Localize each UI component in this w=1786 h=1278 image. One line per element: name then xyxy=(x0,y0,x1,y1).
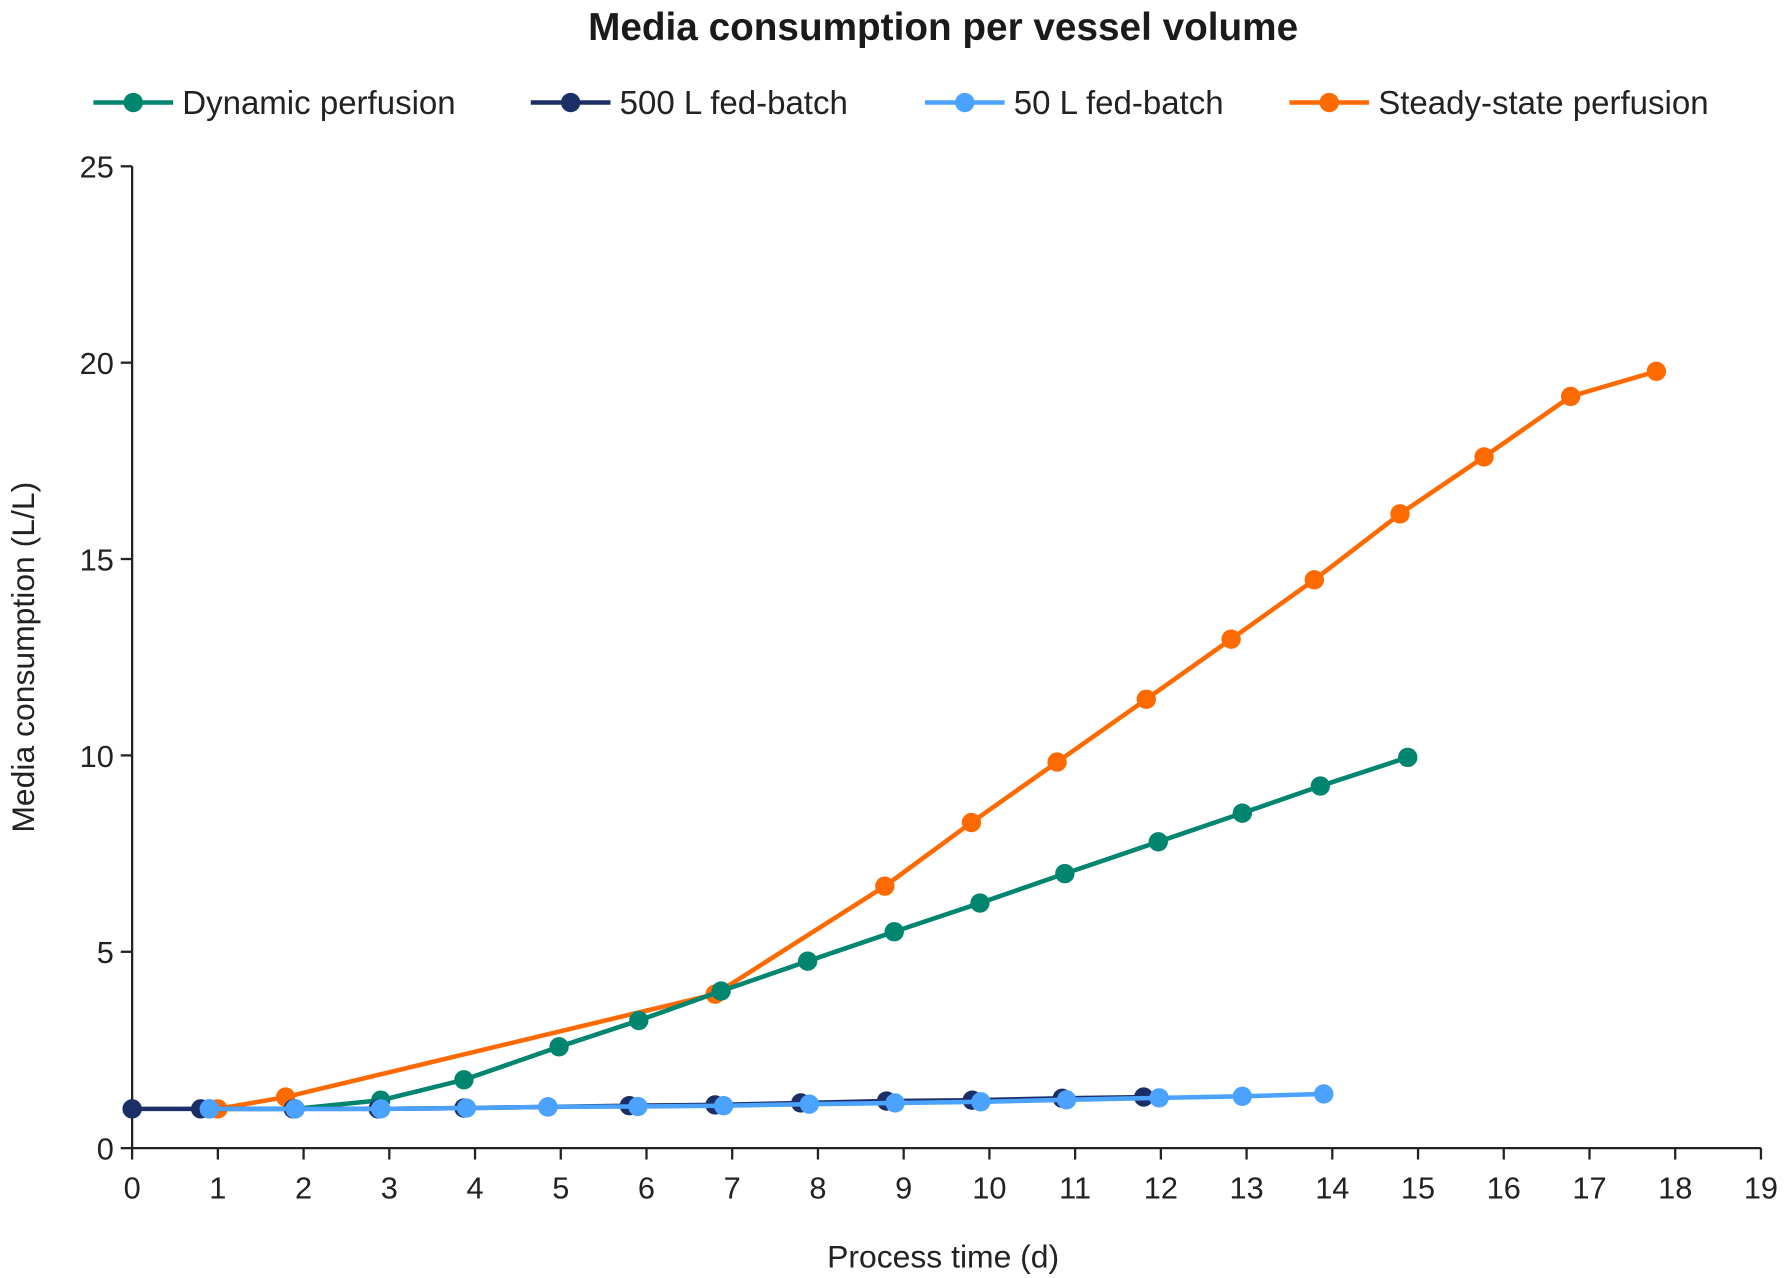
data-point xyxy=(1221,629,1241,649)
data-point xyxy=(628,1096,648,1117)
series-50-l-fed-batch xyxy=(199,1084,1334,1119)
x-tick-label: 16 xyxy=(1487,1170,1521,1205)
data-point xyxy=(1390,504,1410,524)
legend-item: Steady-state perfusion xyxy=(1289,84,1709,121)
data-point xyxy=(1149,1088,1169,1108)
data-point xyxy=(797,951,818,971)
x-tick-label: 3 xyxy=(381,1170,398,1205)
data-point xyxy=(122,1099,142,1119)
data-point xyxy=(1560,386,1581,407)
data-point xyxy=(456,1098,477,1118)
data-point xyxy=(1314,1084,1334,1104)
x-axis-label: Process time (d) xyxy=(827,1239,1059,1275)
data-point xyxy=(1304,570,1324,590)
x-tick-label: 1 xyxy=(209,1170,226,1205)
legend-marker xyxy=(123,92,143,113)
x-tick-label: 19 xyxy=(1744,1170,1778,1205)
y-tick-label: 10 xyxy=(80,739,114,774)
data-point xyxy=(1136,689,1156,709)
y-tick-label: 15 xyxy=(80,542,114,577)
data-point xyxy=(199,1099,219,1119)
data-point xyxy=(454,1070,474,1090)
data-point xyxy=(1398,747,1418,768)
legend-label: Dynamic perfusion xyxy=(182,84,455,121)
data-point xyxy=(629,1010,649,1031)
data-point xyxy=(884,922,904,942)
x-tick-label: 9 xyxy=(895,1170,912,1205)
data-point xyxy=(1055,863,1075,884)
series-line xyxy=(217,369,1657,1112)
legend-marker xyxy=(560,92,581,113)
data-point xyxy=(1232,1086,1252,1106)
x-tick-label: 13 xyxy=(1229,1170,1263,1205)
data-point xyxy=(371,1099,391,1119)
data-point xyxy=(1047,752,1067,772)
data-point xyxy=(713,1096,734,1116)
legend: Dynamic perfusion 500 L fed-batch 50 L fed… xyxy=(93,84,1709,121)
data-point xyxy=(1148,832,1168,852)
data-point xyxy=(285,1099,305,1119)
x-tick-label: 6 xyxy=(638,1170,655,1205)
y-tick-label: 0 xyxy=(97,1132,114,1167)
legend-label: Steady-state perfusion xyxy=(1378,84,1708,121)
legend-item: Dynamic perfusion xyxy=(93,84,456,121)
x-tick-label: 11 xyxy=(1059,1170,1091,1205)
legend-marker xyxy=(955,92,975,113)
data-point xyxy=(875,876,895,896)
data-point xyxy=(1056,1090,1077,1110)
x-tick-label: 18 xyxy=(1658,1170,1692,1205)
x-tick-label: 4 xyxy=(466,1170,483,1205)
chart-title: Media consumption per vessel volume xyxy=(588,6,1298,49)
data-point xyxy=(1310,776,1330,796)
data-point xyxy=(1646,361,1667,381)
x-tick-label: 17 xyxy=(1572,1170,1606,1205)
series-line xyxy=(209,1091,1324,1112)
x-tick-label: 10 xyxy=(972,1170,1006,1205)
data-point xyxy=(970,893,990,913)
data-point xyxy=(971,1092,991,1112)
x-tick-label: 5 xyxy=(552,1170,569,1205)
data-point xyxy=(961,812,982,833)
x-tick-label: 14 xyxy=(1315,1170,1349,1205)
x-tick-label: 12 xyxy=(1144,1170,1178,1205)
y-tick-label: 20 xyxy=(80,346,114,381)
x-tick-label: 0 xyxy=(124,1170,141,1205)
data-point xyxy=(711,981,731,1001)
data-point xyxy=(538,1097,558,1117)
legend-item: 500 L fed-batch xyxy=(530,84,848,121)
data-point xyxy=(885,1093,905,1113)
x-tick-label: 8 xyxy=(809,1170,826,1205)
data-point xyxy=(799,1094,820,1114)
x-tick-label: 7 xyxy=(724,1170,741,1205)
data-point xyxy=(1474,447,1494,467)
x-tick-label: 2 xyxy=(295,1170,312,1205)
x-tick-label: 15 xyxy=(1401,1170,1435,1205)
legend-item: 50 L fed-batch xyxy=(924,84,1224,121)
plot-area xyxy=(122,361,1667,1119)
legend-marker xyxy=(1319,92,1339,113)
data-point xyxy=(549,1037,569,1057)
y-tick-label: 25 xyxy=(80,150,114,185)
data-point xyxy=(1232,803,1252,823)
y-axis-label: Media consumption (L/L) xyxy=(5,482,41,833)
legend-label: 50 L fed-batch xyxy=(1014,84,1224,121)
y-tick-label: 5 xyxy=(97,935,114,970)
series-steady-state-perfusion xyxy=(208,361,1667,1119)
legend-label: 500 L fed-batch xyxy=(620,84,848,121)
